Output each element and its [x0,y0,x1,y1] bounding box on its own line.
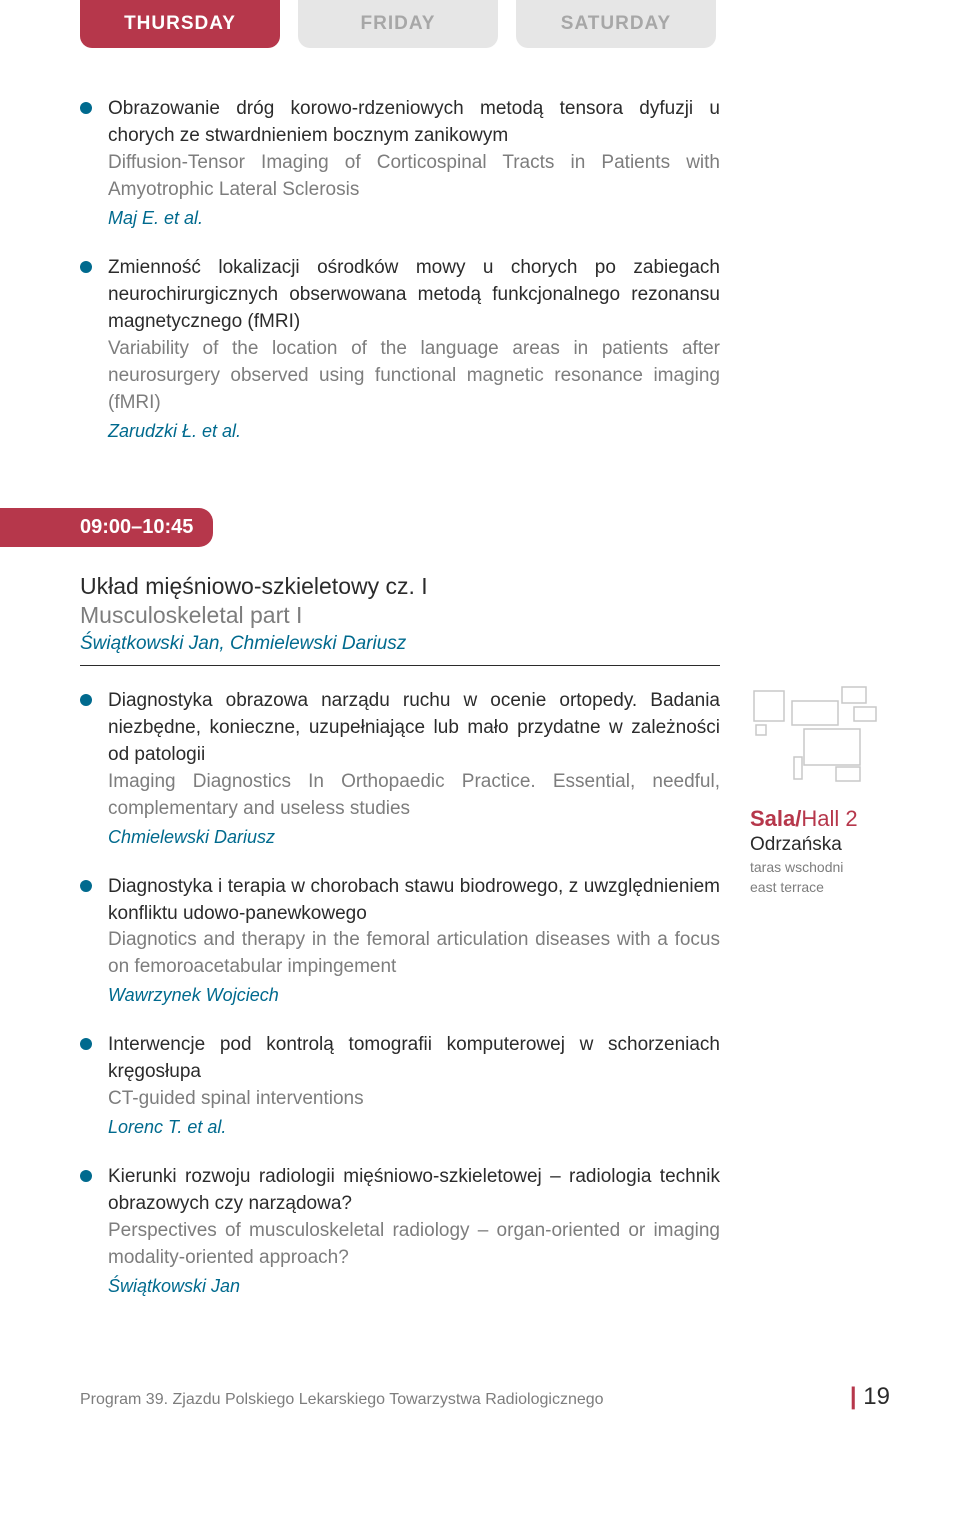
hall-name: Odrzańska [750,834,910,856]
item-title-pl: Interwencje pod kontrolą tomografii komp… [108,1032,720,1086]
session-divider [80,665,720,666]
footer-text: Program 39. Zjazdu Polskiego Lekarskiego… [80,1391,604,1409]
hall-label: Sala/Hall 2 [750,806,910,832]
item-title-en: Imaging Diagnostics In Orthopaedic Pract… [108,769,720,823]
bullet-icon [80,102,92,114]
bullet-icon [80,261,92,273]
item-author: Chmielewski Dariusz [108,827,720,848]
day-tabs: THURSDAY FRIDAY SATURDAY [80,0,890,48]
item-author: Zarudzki Ł. et al. [108,421,720,442]
list-item: Interwencje pod kontrolą tomografii komp… [80,1032,720,1138]
item-title-pl: Kierunki rozwoju radiologii mięśniowo-sz… [108,1164,720,1218]
hall-sub-pl: taras wschodni [750,858,910,876]
hall-sub-en: east terrace [750,878,910,896]
bullet-icon [80,1170,92,1182]
item-author: Wawrzynek Wojciech [108,985,720,1006]
page-footer: Program 39. Zjazdu Polskiego Lekarskiego… [80,1383,890,1411]
footer-bar-icon: | [850,1383,857,1410]
list-item: Zmienność lokalizacji ośrodków mowy u ch… [80,255,720,442]
list-item: Kierunki rozwoju radiologii mięśniowo-sz… [80,1164,720,1297]
item-title-en: Perspectives of musculoskeletal radiolog… [108,1218,720,1272]
hall-label-suffix: Hall 2 [801,806,857,831]
footer-page-value: 19 [863,1383,890,1410]
bullet-icon [80,1038,92,1050]
item-title-pl: Obrazowanie dróg korowo-rdzeniowych meto… [108,96,720,150]
item-title-en: Diffusion-Tensor Imaging of Corticospina… [108,150,720,204]
list-item: Diagnostyka obrazowa narządu ruchu w oce… [80,688,720,848]
item-author: Lorenc T. et al. [108,1117,720,1138]
list-item: Obrazowanie dróg korowo-rdzeniowych meto… [80,96,720,229]
item-author: Maj E. et al. [108,208,720,229]
item-title-pl: Diagnostyka obrazowa narządu ruchu w oce… [108,688,720,769]
item-author: Świątkowski Jan [108,1276,720,1297]
session-title-pl: Układ mięśniowo-szkieletowy cz. I [80,573,720,600]
hall-sidebar: Sala/Hall 2 Odrzańska taras wschodni eas… [750,573,910,896]
item-title-en: Diagnotics and therapy in the femoral ar… [108,927,720,981]
hall-label-prefix: Sala/ [750,806,801,831]
bullet-icon [80,694,92,706]
floorplan-icon [750,685,880,785]
session-time-badge: 09:00–10:45 [0,508,213,547]
bullet-icon [80,880,92,892]
list-item: Diagnostyka i terapia w chorobach stawu … [80,874,720,1007]
tab-thursday[interactable]: THURSDAY [80,0,280,48]
session-title-en: Musculoskeletal part I [80,602,720,629]
session-chairs: Świątkowski Jan, Chmielewski Dariusz [80,633,720,655]
tab-friday[interactable]: FRIDAY [298,0,498,48]
item-title-pl: Diagnostyka i terapia w chorobach stawu … [108,874,720,928]
footer-page-number: | 19 [850,1383,890,1411]
tab-saturday[interactable]: SATURDAY [516,0,716,48]
item-title-en: Variability of the location of the langu… [108,336,720,417]
intro-item-list: Obrazowanie dróg korowo-rdzeniowych meto… [80,96,720,442]
item-title-en: CT-guided spinal interventions [108,1086,720,1113]
item-title-pl: Zmienność lokalizacji ośrodków mowy u ch… [108,255,720,336]
